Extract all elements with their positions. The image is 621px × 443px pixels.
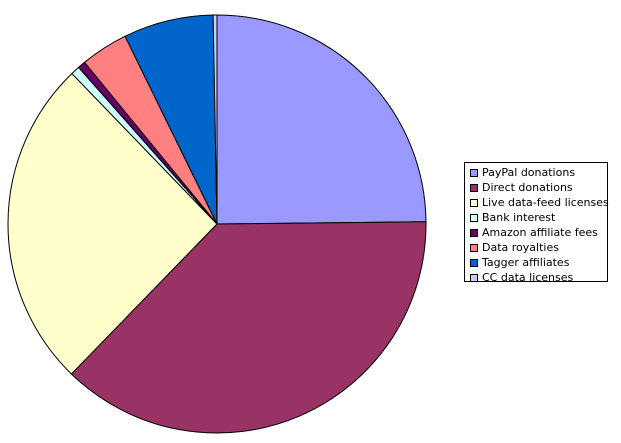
legend-swatch: [470, 273, 478, 282]
legend-swatch: [470, 228, 478, 237]
legend-item: Bank interest: [468, 210, 607, 225]
legend-item: PayPal donations: [468, 165, 607, 180]
legend-label: PayPal donations: [482, 166, 576, 179]
legend-swatch: [470, 198, 478, 207]
pie-slice-live-data-feed-licenses: [7, 73, 218, 375]
legend-item: Tagger affiliates: [468, 255, 607, 270]
chart-legend: PayPal donations Direct donations Live dat…: [464, 162, 609, 285]
legend-label: Live data-feed licenses: [482, 196, 609, 209]
legend-swatch: [470, 258, 478, 267]
legend-swatch: [470, 243, 478, 252]
legend-item: Live data-feed licenses: [468, 195, 609, 210]
legend-label: Amazon affiliate fees: [482, 226, 598, 239]
legend-label: Tagger affiliates: [482, 256, 570, 269]
pie-slice-paypal-donations: [216, 14, 427, 225]
legend-swatch: [470, 168, 478, 177]
legend-label: Direct donations: [482, 181, 573, 194]
legend-swatch: [470, 213, 478, 222]
legend-item: Amazon affiliate fees: [468, 225, 607, 240]
pie-slice-direct-donations: [70, 221, 427, 434]
legend-swatch: [470, 183, 478, 192]
legend-item: CC data licenses: [468, 270, 607, 285]
legend-label: Bank interest: [482, 211, 556, 224]
legend-item: Direct donations: [468, 180, 607, 195]
legend-item: Data royalties: [468, 240, 607, 255]
pie-slice-cc-data-licenses: [212, 14, 218, 225]
legend-label: Data royalties: [482, 241, 559, 254]
legend-label: CC data licenses: [482, 271, 574, 284]
